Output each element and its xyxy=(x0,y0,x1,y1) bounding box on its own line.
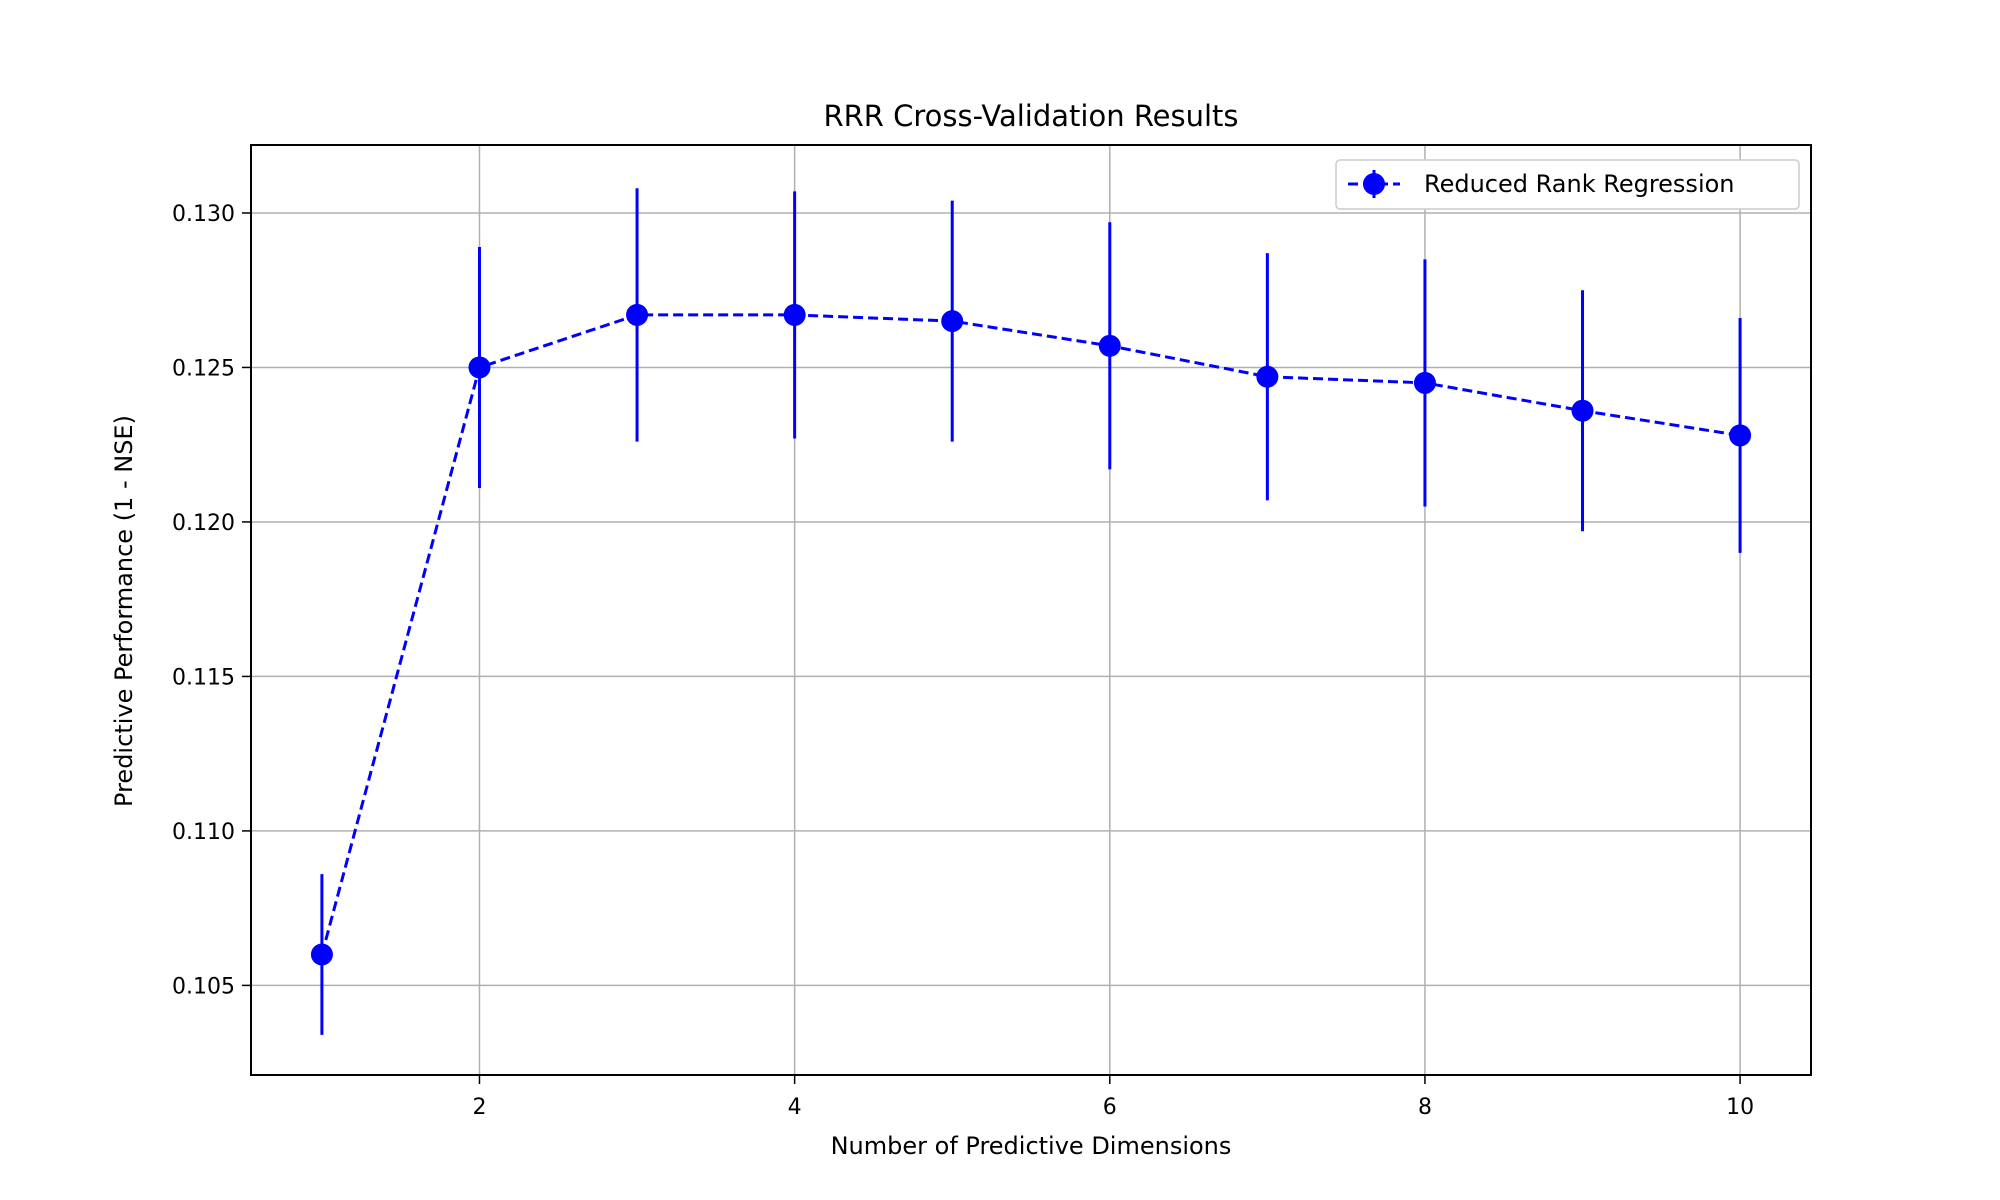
y-tick-label: 0.120 xyxy=(172,511,235,536)
x-tick-label: 8 xyxy=(1418,1095,1432,1120)
legend-label: Reduced Rank Regression xyxy=(1424,170,1735,198)
y-tick-label: 0.125 xyxy=(172,356,235,381)
y-tick-label: 0.110 xyxy=(172,820,235,845)
data-point xyxy=(1256,365,1279,388)
data-point xyxy=(783,303,806,326)
y-tick-label: 0.115 xyxy=(172,665,235,690)
legend-marker xyxy=(1363,173,1385,195)
y-tick-label: 0.130 xyxy=(172,202,235,227)
y-tick-label: 0.105 xyxy=(172,974,235,999)
x-tick-label: 2 xyxy=(472,1095,486,1120)
x-axis-title: Number of Predictive Dimensions xyxy=(831,1132,1232,1160)
plot-frame xyxy=(250,144,1812,1076)
data-point xyxy=(468,356,491,379)
x-tick-label: 6 xyxy=(1103,1095,1117,1120)
series-line xyxy=(320,313,1741,955)
data-point xyxy=(310,943,333,966)
data-point xyxy=(626,303,649,326)
legend: Reduced Rank Regression xyxy=(1335,159,1800,210)
data-point xyxy=(1729,424,1752,447)
data-point xyxy=(1571,399,1594,422)
y-axis-title: Predictive Performance (1 - NSE) xyxy=(110,415,138,807)
axis-ticks: 2 4 6 8 10 0.105 0.110 0.115 0.120 0.125 0.130 xyxy=(172,202,1754,1120)
series-layer xyxy=(310,188,1752,1035)
legend-box xyxy=(1335,159,1800,210)
data-point xyxy=(1413,371,1436,394)
x-tick-label: 4 xyxy=(788,1095,802,1120)
data-point xyxy=(941,310,964,333)
x-tick-label: 10 xyxy=(1726,1095,1754,1120)
data-point xyxy=(1098,334,1121,357)
chart-title: RRR Cross-Validation Results xyxy=(823,99,1238,133)
